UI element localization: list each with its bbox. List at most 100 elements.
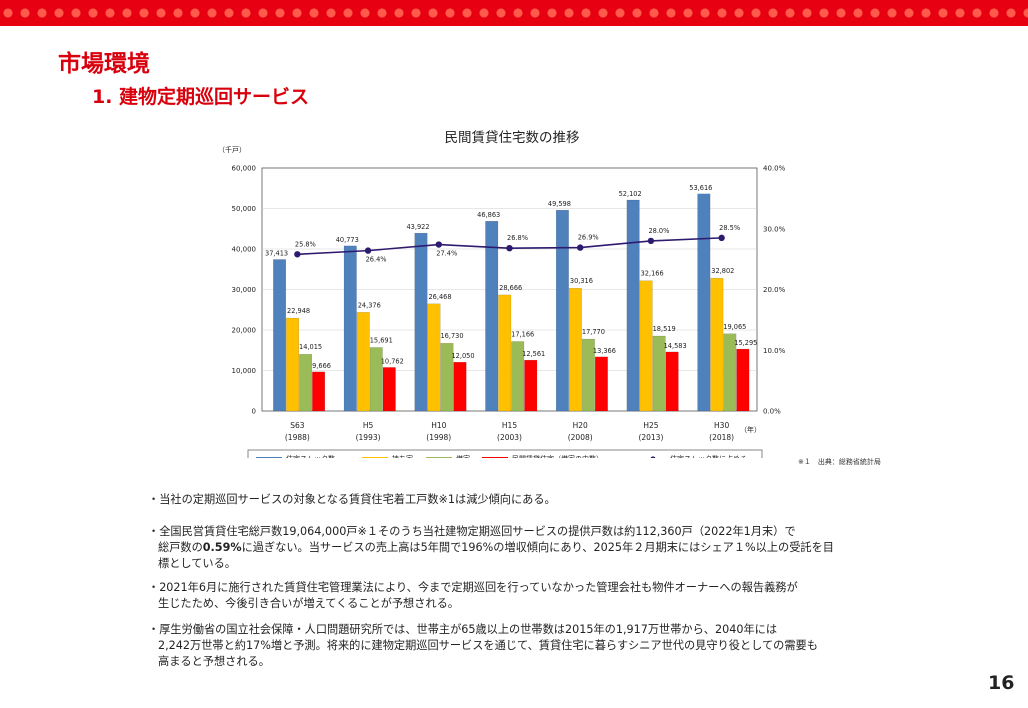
bar bbox=[498, 294, 512, 412]
legend-label: 借家 bbox=[456, 454, 470, 458]
bar bbox=[652, 335, 666, 412]
legend-swatch bbox=[426, 457, 452, 458]
x-axis-unit: （年） bbox=[740, 425, 761, 434]
ratio-data-label: 28.0% bbox=[648, 227, 669, 235]
page-number: 16 bbox=[988, 672, 1015, 694]
ratio-point bbox=[577, 244, 584, 251]
bar bbox=[697, 193, 711, 412]
legend-line-marker bbox=[650, 456, 656, 458]
ratio-data-label: 26.8% bbox=[507, 234, 528, 242]
ratio-data-label: 27.4% bbox=[436, 250, 457, 258]
bar-data-label: 32,166 bbox=[641, 270, 664, 278]
y2-tick-label: 30.0% bbox=[763, 225, 786, 233]
x-tick-label: H15 bbox=[502, 421, 517, 430]
bar-data-label: 28,666 bbox=[499, 284, 522, 292]
chart-title: 民間賃貸住宅数の推移 bbox=[445, 130, 580, 146]
ratio-point bbox=[506, 244, 513, 252]
y2-tick-label: 0.0% bbox=[763, 408, 781, 416]
legend-label: 住宅ストック数に占める bbox=[670, 454, 747, 458]
ratio-data-label: 26.9% bbox=[578, 234, 599, 242]
bullet-item-2: ・全国民営賃貸住宅総戸数19,064,000戸※１そのうち当社建物定期巡回サービ… bbox=[148, 524, 834, 572]
bar-data-label: 22,948 bbox=[287, 307, 310, 315]
bullet-line: ・厚生労働省の国立社会保障・人口問題研究所では、世帯主が65歳以上の世帯数は20… bbox=[148, 623, 778, 636]
y2-tick-label: 10.0% bbox=[763, 347, 786, 355]
bar bbox=[736, 348, 750, 412]
bullet-item-4: ・厚生労働省の国立社会保障・人口問題研究所では、世帯主が65歳以上の世帯数は20… bbox=[148, 622, 818, 670]
bullet-line: 標としている。 bbox=[158, 557, 236, 570]
y-tick-label: 40,000 bbox=[232, 246, 257, 254]
bar-data-label: 18,519 bbox=[653, 325, 676, 333]
x-tick-year: (1993) bbox=[356, 433, 381, 442]
ratio-point bbox=[718, 234, 725, 242]
bar-data-label: 14,015 bbox=[299, 343, 322, 351]
x-tick-label: H30 bbox=[714, 421, 729, 430]
chart-legend: 住宅ストック数持ち家借家民間賃貸住宅（借家の内数）住宅ストック数に占める民間賃貸… bbox=[247, 449, 763, 458]
bar bbox=[639, 280, 653, 412]
bullet-line: ・全国民営賃貸住宅総戸数19,064,000戸※１そのうち当社建物定期巡回サービ… bbox=[148, 525, 796, 538]
bar-data-label: 15,691 bbox=[370, 336, 393, 344]
ratio-point bbox=[364, 247, 372, 254]
source-note: ※１ 出典：総務省統計局 bbox=[798, 458, 881, 466]
bar-data-label: 17,166 bbox=[511, 330, 534, 338]
ratio-data-label: 26.4% bbox=[366, 256, 387, 264]
bar bbox=[299, 354, 313, 412]
y-tick-label: 50,000 bbox=[232, 205, 257, 213]
bullet-item-1: ・当社の定期巡回サービスの対象となる賃貸住宅着工戸数※1は減少傾向にある。 bbox=[148, 492, 556, 508]
bar-data-label: 53,616 bbox=[689, 184, 712, 192]
legend-box bbox=[247, 449, 763, 458]
bar-data-label: 52,102 bbox=[619, 190, 642, 198]
bar-data-label: 26,468 bbox=[428, 293, 451, 301]
bar bbox=[594, 356, 608, 412]
ratio-point bbox=[647, 237, 655, 245]
x-tick-year: (1988) bbox=[285, 433, 310, 442]
x-tick-year: (2003) bbox=[497, 433, 522, 442]
x-tick-label: S63 bbox=[290, 421, 305, 430]
rental-housing-chart: 民間賃貸住宅数の推移 （千戸） 0 10,000 20,000 30,000 40,00… bbox=[218, 130, 786, 458]
bullet-text: に過ぎない。当サービスの売上高は5年間で196%の増収傾向にあり、2025年２月… bbox=[241, 541, 834, 554]
ratio-point bbox=[435, 241, 442, 248]
x-tick-year: (2008) bbox=[568, 433, 593, 442]
y-tick-label: 60,000 bbox=[232, 165, 257, 173]
bullet-line: 高まると予想される。 bbox=[158, 655, 270, 668]
bar-data-label: 13,366 bbox=[593, 347, 616, 355]
bar bbox=[710, 277, 724, 412]
x-tick-year: (2018) bbox=[709, 433, 734, 442]
bullet-line: 生じたため、今後引き合いが増えてくることが予想される。 bbox=[158, 597, 459, 610]
bar bbox=[485, 221, 499, 412]
x-tick-label: H5 bbox=[363, 421, 374, 430]
page-title: 市場環境 bbox=[58, 51, 150, 77]
bar bbox=[555, 209, 569, 412]
bar bbox=[356, 312, 370, 412]
y2-tick-label: 20.0% bbox=[763, 286, 786, 294]
bar bbox=[453, 361, 467, 412]
legend-label: 持ち家 bbox=[392, 454, 413, 458]
legend-swatch bbox=[362, 457, 388, 458]
bar-data-label: 9,666 bbox=[312, 362, 331, 370]
bar-data-label: 32,802 bbox=[711, 267, 734, 275]
bar-data-label: 14,583 bbox=[664, 342, 687, 350]
bar bbox=[414, 232, 428, 412]
bar bbox=[511, 341, 525, 412]
bar bbox=[626, 199, 640, 412]
bar bbox=[312, 371, 326, 412]
ratio-point bbox=[294, 251, 301, 258]
bar-data-label: 46,863 bbox=[477, 211, 500, 219]
bar-data-label: 12,561 bbox=[522, 350, 545, 358]
legend-swatch bbox=[256, 457, 282, 458]
bar-data-label: 37,413 bbox=[265, 249, 288, 257]
bullet-line: 総戸数の0.59%に過ぎない。当サービスの売上高は5年間で196%の増収傾向にあ… bbox=[148, 540, 834, 556]
bar bbox=[273, 259, 287, 412]
legend-swatch bbox=[482, 457, 508, 458]
bar bbox=[524, 359, 538, 412]
bar-data-label: 40,773 bbox=[336, 236, 359, 244]
bar-data-label: 15,295 bbox=[734, 339, 757, 347]
x-tick-label: H10 bbox=[431, 421, 446, 430]
bar-data-label: 17,770 bbox=[582, 328, 605, 336]
bar bbox=[343, 245, 357, 412]
bar-data-label: 30,316 bbox=[570, 277, 593, 285]
x-tick-label: H20 bbox=[573, 421, 588, 430]
bar bbox=[723, 333, 737, 412]
page-subtitle: 1. 建物定期巡回サービス bbox=[92, 86, 310, 108]
bar bbox=[440, 343, 454, 412]
share-highlight: 0.59% bbox=[202, 541, 242, 554]
